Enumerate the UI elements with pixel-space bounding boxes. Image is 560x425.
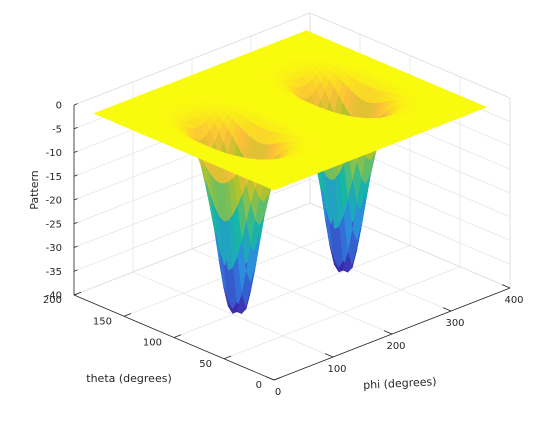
z-tick-label: -10	[46, 148, 62, 159]
z-tick-mark	[73, 245, 78, 248]
x-tick-label: 100	[327, 364, 346, 375]
y-tick-label: 100	[143, 338, 162, 349]
z-tick-mark	[73, 150, 78, 153]
x-tick-mark	[501, 284, 511, 289]
floor-gridline	[173, 245, 411, 338]
x-tick-mark	[324, 353, 334, 358]
z-tick-mark	[73, 293, 78, 296]
z-tick-mark	[73, 221, 78, 225]
tick-labels: 0 100 200 300 400 0 50 100 150 200 0 -5 -10 -15 -20 -25…	[43, 101, 524, 399]
y-tick-label: 50	[199, 359, 212, 370]
floor-gridline	[223, 266, 461, 360]
pattern-surface	[93, 30, 487, 314]
z-tick-label: -40	[46, 291, 62, 302]
y-tick-mark	[223, 355, 232, 360]
x-tick-label: 300	[445, 318, 464, 329]
x-tick-mark	[383, 330, 393, 335]
z-tick-mark	[73, 269, 78, 272]
surface-patch	[269, 186, 279, 191]
y-tick-mark	[123, 313, 132, 317]
z-tick-mark	[73, 126, 78, 130]
y-tick-mark	[273, 376, 282, 381]
y-tick-mark	[173, 334, 182, 338]
z-axis-label: Pattern	[28, 170, 41, 210]
z-tick-mark	[73, 174, 78, 177]
surface-patch	[236, 294, 247, 314]
z-tick-label: 0	[56, 101, 62, 112]
x-tick-label: 0	[275, 387, 281, 398]
z-tick-label: -25	[46, 219, 62, 230]
y-tick-label: 150	[93, 316, 112, 327]
y-tick-label: 200	[43, 295, 62, 306]
z-tick-label: -15	[46, 172, 62, 183]
box-edge	[309, 12, 511, 99]
y-axis-label: theta (degrees)	[86, 372, 171, 385]
surface-patch	[343, 253, 353, 273]
z-tick-label: -20	[46, 196, 62, 207]
box-edge	[73, 12, 311, 106]
x-tick-label: 400	[504, 295, 523, 306]
z-tick-label: -5	[52, 124, 62, 135]
x-axis-label: phi (degrees)	[363, 375, 437, 392]
z-tick-mark	[73, 103, 78, 106]
x-tick-label: 200	[386, 341, 405, 352]
box-edge	[73, 202, 311, 296]
y-tick-label: 0	[256, 380, 262, 391]
z-tick-mark	[73, 198, 78, 201]
x-tick-mark	[265, 376, 275, 381]
back-wall-gridline	[73, 178, 311, 272]
z-tick-label: -35	[46, 267, 62, 278]
z-tick-label: -30	[46, 243, 62, 254]
x-tick-mark	[442, 307, 452, 312]
